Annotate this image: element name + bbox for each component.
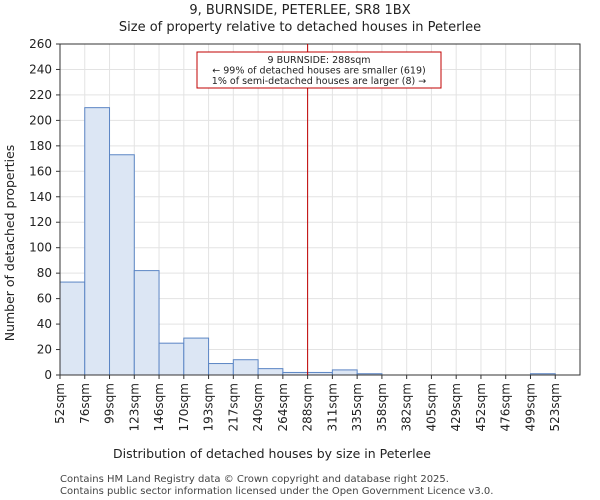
plot-frame [59, 43, 581, 376]
footer-line-1: Contains HM Land Registry data © Crown c… [60, 474, 449, 485]
x-tick-label: 476sqm [499, 383, 513, 431]
y-tick-label: 180 [29, 139, 52, 153]
x-tick-label: 288sqm [301, 383, 315, 431]
bar [208, 363, 234, 376]
x-axis-ticks: 52sqm 76sqm 99sqm 123sqm 146sqm 170sqm 193sqm 2… [53, 375, 562, 431]
bar [183, 337, 210, 376]
x-tick-label: 240sqm [251, 383, 265, 431]
x-tick-label: 499sqm [523, 383, 537, 431]
annotation-line-3: 1% of semi-detached houses are larger (8… [212, 76, 426, 87]
y-tick-label: 220 [29, 88, 52, 102]
bar [133, 270, 160, 376]
y-tick-label: 240 [29, 62, 52, 76]
x-tick-label: 52sqm [53, 383, 67, 424]
y-tick-label: 120 [29, 215, 52, 229]
y-tick-label: 40 [37, 317, 52, 331]
x-tick-label: 217sqm [226, 383, 240, 431]
x-tick-label: 429sqm [449, 383, 463, 431]
x-tick-label: 405sqm [424, 383, 438, 431]
bar [257, 368, 284, 376]
x-tick-label: 335sqm [350, 383, 364, 431]
x-tick-label: 76sqm [78, 383, 92, 424]
chart-subtitle: Size of property relative to detached ho… [119, 20, 481, 35]
annotation-box [196, 51, 442, 89]
annotation-line-2: ← 99% of detached houses are smaller (61… [212, 66, 425, 77]
y-axis-label: Number of detached properties [2, 145, 17, 342]
y-tick-label: 100 [29, 241, 52, 255]
x-tick-label: 170sqm [177, 383, 191, 431]
bar [232, 359, 259, 376]
x-tick-label: 358sqm [375, 383, 389, 431]
x-tick-label: 382sqm [400, 383, 414, 431]
y-tick-label: 200 [29, 113, 52, 127]
y-tick-label: 140 [29, 190, 52, 204]
y-tick-label: 0 [44, 368, 52, 382]
y-tick-label: 160 [29, 164, 52, 178]
bar [109, 154, 135, 376]
bars [59, 107, 556, 376]
y-tick-label: 80 [37, 266, 52, 280]
y-axis-ticks: 0 20 40 60 80 100 120 140 160 180 200 220 240 260 [29, 37, 60, 382]
y-tick-label: 260 [29, 37, 52, 51]
bar [59, 281, 86, 376]
x-tick-label: 193sqm [202, 383, 216, 431]
chart-title: 9, BURNSIDE, PETERLEE, SR8 1BX [189, 3, 410, 18]
bar [84, 107, 111, 376]
x-axis-label: Distribution of detached houses by size … [113, 446, 431, 461]
x-tick-label: 123sqm [127, 383, 141, 431]
x-tick-label: 311sqm [325, 383, 339, 431]
x-tick-label: 264sqm [276, 383, 290, 431]
property-marker: 9 BURNSIDE: 288sqm ← 99% of detached hou… [196, 44, 442, 375]
bar [158, 342, 185, 376]
annotation-line-1: 9 BURNSIDE: 288sqm [268, 55, 371, 66]
bar [331, 369, 358, 376]
x-tick-label: 99sqm [103, 383, 117, 424]
x-tick-label: 452sqm [474, 383, 488, 431]
footer-line-2: Contains public sector information licen… [60, 486, 493, 497]
y-tick-label: 20 [37, 343, 52, 357]
y-tick-label: 60 [37, 292, 52, 306]
x-tick-label: 523sqm [548, 383, 562, 431]
x-tick-label: 146sqm [152, 383, 166, 431]
